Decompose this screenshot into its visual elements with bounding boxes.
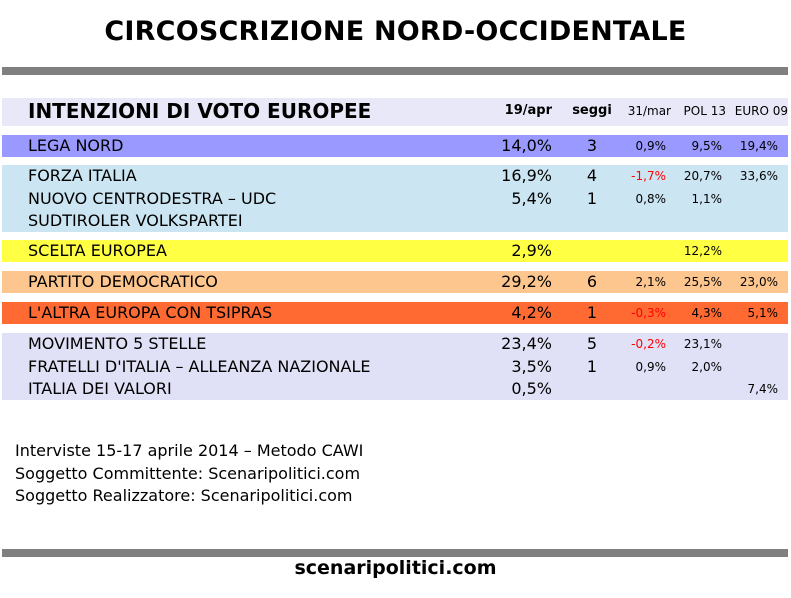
party-delta: -1,7% <box>631 169 666 183</box>
party-percentage: 16,9% <box>501 166 552 185</box>
column-header-euro09: EURO 09 <box>734 104 788 118</box>
party-percentage: 5,4% <box>511 188 552 208</box>
party-percentage: 4,2% <box>511 303 552 322</box>
party-delta: -0,2% <box>631 337 666 351</box>
table-row: L'ALTRA EUROPA CON TSIPRAS 4,2% 1 -0,3% 4,3%… <box>2 302 788 324</box>
party-name: NUOVO CENTRODESTRA – UDC <box>28 188 277 208</box>
party-group: SCELTA EUROPEA 2,9% 12,2% <box>2 240 788 262</box>
party-pol13: 2,0% <box>691 359 723 374</box>
party-group: FORZA ITALIA 16,9% 4 -1,7% 20,7% 33,6% NUOVO C… <box>2 165 788 232</box>
party-pol13: 20,7% <box>683 169 722 183</box>
party-group: LEGA NORD 14,0% 3 0,9% 9,5% 19,4% <box>2 135 788 157</box>
party-delta: 0,8% <box>635 191 667 206</box>
party-pol13: 1,1% <box>691 191 723 206</box>
table-row: ITALIA DEI VALORI 0,5% 7,4% <box>2 378 788 400</box>
party-name: SUDTIROLER VOLKSPARTEI <box>28 211 243 230</box>
party-percentage: 29,2% <box>501 272 552 291</box>
party-seats: 1 <box>586 356 598 376</box>
party-euro09: 23,0% <box>739 275 778 289</box>
table-row: SCELTA EUROPEA 2,9% 12,2% <box>2 240 788 262</box>
party-name: FORZA ITALIA <box>28 166 137 185</box>
survey-method: Interviste 15-17 aprile 2014 – Metodo CA… <box>15 441 364 460</box>
table-heading: INTENZIONI DI VOTO EUROPEE <box>28 99 372 123</box>
party-delta: 2,1% <box>635 275 667 289</box>
table-row: MOVIMENTO 5 STELLE 23,4% 5 -0,2% 23,1% <box>2 333 788 355</box>
table-row: LEGA NORD 14,0% 3 0,9% 9,5% 19,4% <box>2 135 788 157</box>
party-name: PARTITO DEMOCRATICO <box>28 272 218 291</box>
party-seats: 3 <box>586 136 598 155</box>
party-pol13: 23,1% <box>683 337 722 351</box>
survey-executor: Soggetto Realizzatore: Scenaripolitici.c… <box>15 486 353 505</box>
party-seats: 4 <box>586 166 598 185</box>
party-seats: 5 <box>586 334 598 353</box>
party-delta: 0,9% <box>635 359 667 374</box>
party-euro09: 5,1% <box>747 306 779 320</box>
party-pol13: 9,5% <box>691 139 723 153</box>
party-delta: 0,9% <box>635 139 667 153</box>
party-name: MOVIMENTO 5 STELLE <box>28 334 207 353</box>
party-euro09: 19,4% <box>739 139 778 153</box>
party-seats: 6 <box>586 272 598 291</box>
top-divider <box>2 67 788 75</box>
column-header-pol13: POL 13 <box>683 104 726 118</box>
column-header-seats: seggi <box>572 103 612 118</box>
party-group: L'ALTRA EUROPA CON TSIPRAS 4,2% 1 -0,3% 4,3%… <box>2 302 788 324</box>
party-pol13: 25,5% <box>683 275 722 289</box>
party-name: LEGA NORD <box>28 136 124 155</box>
table-header: INTENZIONI DI VOTO EUROPEE 19/apr seggi … <box>2 98 788 126</box>
bottom-divider <box>2 549 788 557</box>
table-row: SUDTIROLER VOLKSPARTEI <box>2 210 788 232</box>
party-seats: 1 <box>586 303 598 322</box>
party-pol13: 4,3% <box>691 306 723 320</box>
party-delta: -0,3% <box>631 306 666 320</box>
party-group: MOVIMENTO 5 STELLE 23,4% 5 -0,2% 23,1% FRATEL… <box>2 333 788 400</box>
page-title: CIRCOSCRIZIONE NORD-OCCIDENTALE <box>104 16 687 47</box>
party-euro09: 33,6% <box>739 169 778 183</box>
party-name: L'ALTRA EUROPA CON TSIPRAS <box>28 303 273 322</box>
table-row: NUOVO CENTRODESTRA – UDC 5,4% 1 0,8% 1,1% <box>2 188 788 210</box>
party-percentage: 3,5% <box>511 356 552 376</box>
party-group: PARTITO DEMOCRATICO 29,2% 6 2,1% 25,5% 23,0% <box>2 271 788 293</box>
site-name: scenaripolitici.com <box>294 557 497 579</box>
survey-client: Soggetto Committente: Scenaripolitici.co… <box>15 463 361 483</box>
party-euro09: 7,4% <box>747 382 779 396</box>
party-name: ITALIA DEI VALORI <box>28 379 172 398</box>
party-pol13: 12,2% <box>683 244 722 258</box>
party-percentage: 2,9% <box>511 241 552 260</box>
party-percentage: 14,0% <box>501 136 552 155</box>
party-percentage: 23,4% <box>501 334 552 353</box>
party-name: SCELTA EUROPEA <box>28 241 167 260</box>
party-percentage: 0,5% <box>511 379 552 398</box>
column-header-current: 19/apr <box>504 103 552 118</box>
column-header-delta: 31/mar <box>627 104 671 118</box>
table-row: PARTITO DEMOCRATICO 29,2% 6 2,1% 25,5% 23,0% <box>2 271 788 293</box>
table-row: FRATELLI D'ITALIA – ALLEANZA NAZIONALE 3,… <box>2 356 788 378</box>
survey-info: Interviste 15-17 aprile 2014 – Metodo CA… <box>15 440 363 508</box>
party-seats: 1 <box>586 188 598 208</box>
table-row: FORZA ITALIA 16,9% 4 -1,7% 20,7% 33,6% <box>2 165 788 187</box>
party-name: FRATELLI D'ITALIA – ALLEANZA NAZIONALE <box>28 356 371 376</box>
